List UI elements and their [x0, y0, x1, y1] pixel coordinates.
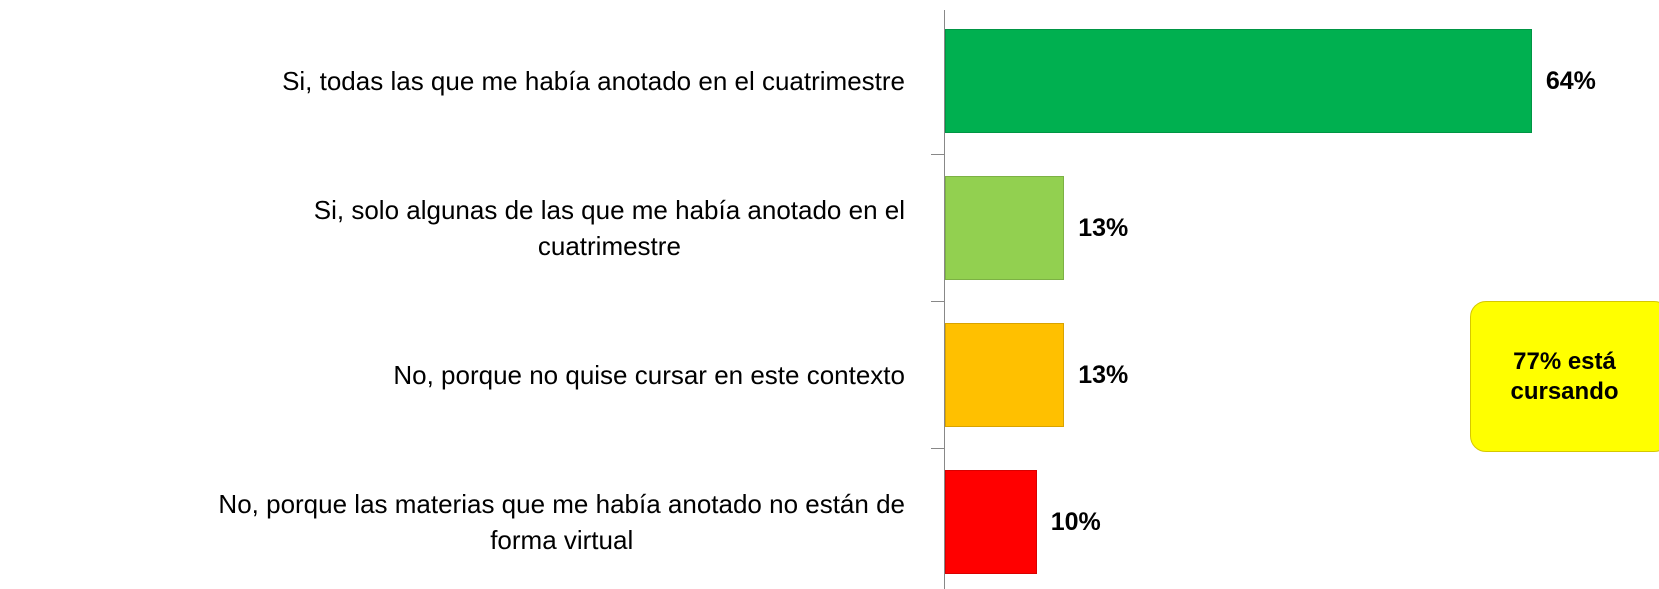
axis-tick — [931, 301, 945, 302]
category-label-line: No, porque no quise cursar en este conte… — [393, 360, 905, 390]
category-label: Si, solo algunas de las que me había ano… — [314, 192, 905, 264]
bar — [945, 323, 1065, 427]
category-label-line: Si, todas las que me había anotado en el… — [282, 66, 905, 96]
category-label-line: cuatrimestre — [537, 231, 681, 261]
category-label-line: No, porque las materias que me había ano… — [218, 489, 905, 519]
annotation-line: 77% está — [1513, 347, 1616, 375]
category-label: No, porque las materias que me había ano… — [218, 486, 905, 558]
category-label-line: Si, solo algunas de las que me había ano… — [313, 195, 905, 225]
axis-tick — [931, 448, 945, 449]
axis-tick — [931, 154, 945, 155]
bar — [945, 470, 1037, 574]
annotation: 77% está cursando — [1470, 301, 1659, 452]
bar — [945, 29, 1532, 133]
value-label: 13% — [1078, 214, 1129, 242]
category-label: Si, todas las que me había anotado en el… — [282, 63, 905, 99]
value-label: 64% — [1545, 67, 1596, 95]
category-label: No, porque no quise cursar en este conte… — [393, 357, 905, 393]
category-label-line: forma virtual — [490, 525, 634, 555]
value-label: 13% — [1078, 361, 1129, 389]
value-label: 10% — [1050, 508, 1101, 536]
bar — [945, 176, 1065, 280]
annotation-line: cursando — [1510, 377, 1619, 405]
axis-line — [944, 10, 945, 589]
